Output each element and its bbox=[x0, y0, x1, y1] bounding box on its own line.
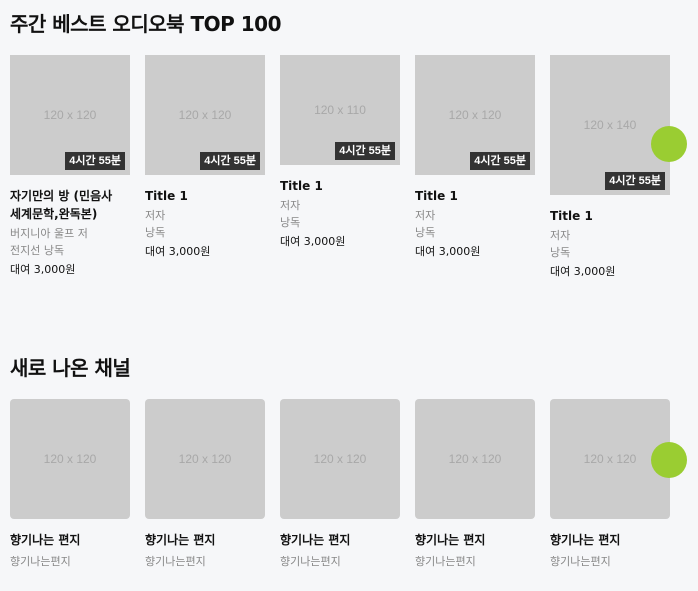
channel-thumbnail[interactable]: 120 x 120 bbox=[10, 399, 130, 519]
channel-card[interactable]: 120 x 120 향기나는 편지 향기나는편지 bbox=[145, 399, 265, 570]
cover-placeholder-label: 120 x 140 bbox=[583, 118, 637, 132]
channel-subtitle: 향기나는편지 bbox=[550, 555, 611, 568]
audiobook-narrator: 낭독 bbox=[145, 226, 166, 239]
channel-card[interactable]: 120 x 120 향기나는 편지 향기나는편지 bbox=[280, 399, 400, 570]
audiobook-narrator: 낭독 bbox=[280, 216, 301, 229]
audiobook-author: 저자 bbox=[550, 229, 571, 242]
channel-thumbnail[interactable]: 120 x 120 bbox=[415, 399, 535, 519]
channel-subtitle: 향기나는편지 bbox=[10, 555, 71, 568]
audiobook-price: 대여 3,000원 bbox=[415, 245, 481, 258]
audiobook-cover[interactable]: 120 x 140 4시간 55분 bbox=[550, 55, 670, 195]
audiobook-title[interactable]: Title 1 bbox=[280, 179, 323, 193]
best-next-button[interactable] bbox=[651, 126, 687, 162]
audiobook-cover[interactable]: 120 x 110 4시간 55분 bbox=[280, 55, 400, 165]
audiobook-card[interactable]: 120 x 120 4시간 55분 자기만의 방 (민음사 세계문학,완독본) … bbox=[10, 55, 130, 278]
duration-badge: 4시간 55분 bbox=[200, 152, 260, 170]
audiobook-card[interactable]: 120 x 120 4시간 55분 Title 1 저자 낭독 대여 3,000… bbox=[145, 55, 265, 260]
audiobook-price: 대여 3,000원 bbox=[280, 235, 346, 248]
audiobook-price: 대여 3,000원 bbox=[550, 265, 616, 278]
channel-title[interactable]: 향기나는 편지 bbox=[280, 533, 351, 547]
audiobook-price: 대여 3,000원 bbox=[10, 263, 76, 276]
cover-placeholder-label: 120 x 110 bbox=[314, 103, 366, 117]
thumbnail-placeholder-label: 120 x 120 bbox=[178, 452, 232, 466]
audiobook-card[interactable]: 120 x 110 4시간 55분 Title 1 저자 낭독 대여 3,000… bbox=[280, 55, 400, 250]
channel-card[interactable]: 120 x 120 향기나는 편지 향기나는편지 bbox=[10, 399, 130, 570]
channel-card[interactable]: 120 x 120 향기나는 편지 향기나는편지 bbox=[415, 399, 535, 570]
audiobook-title[interactable]: Title 1 bbox=[415, 189, 458, 203]
channel-title[interactable]: 향기나는 편지 bbox=[415, 533, 486, 547]
channels-next-button[interactable] bbox=[651, 442, 687, 478]
audiobook-narrator: 낭독 bbox=[550, 246, 571, 259]
thumbnail-placeholder-label: 120 x 120 bbox=[448, 452, 502, 466]
cover-placeholder-label: 120 x 120 bbox=[178, 108, 232, 122]
thumbnail-placeholder-label: 120 x 120 bbox=[313, 452, 367, 466]
audiobook-cover[interactable]: 120 x 120 4시간 55분 bbox=[145, 55, 265, 175]
audiobook-cover[interactable]: 120 x 120 4시간 55분 bbox=[415, 55, 535, 175]
thumbnail-placeholder-label: 120 x 120 bbox=[43, 452, 97, 466]
channel-title[interactable]: 향기나는 편지 bbox=[145, 533, 216, 547]
channel-thumbnail[interactable]: 120 x 120 bbox=[145, 399, 265, 519]
duration-badge: 4시간 55분 bbox=[335, 142, 395, 160]
audiobook-price: 대여 3,000원 bbox=[145, 245, 211, 258]
audiobook-card[interactable]: 120 x 120 4시간 55분 Title 1 저자 낭독 대여 3,000… bbox=[415, 55, 535, 260]
channel-thumbnail[interactable]: 120 x 120 bbox=[280, 399, 400, 519]
cover-placeholder-label: 120 x 120 bbox=[43, 108, 97, 122]
audiobook-narrator: 낭독 bbox=[415, 226, 436, 239]
channel-subtitle: 향기나는편지 bbox=[415, 555, 476, 568]
duration-badge: 4시간 55분 bbox=[470, 152, 530, 170]
channel-card[interactable]: 120 x 120 향기나는 편지 향기나는편지 bbox=[550, 399, 670, 570]
thumbnail-placeholder-label: 120 x 120 bbox=[583, 452, 637, 466]
audiobook-author: 저자 bbox=[415, 209, 436, 222]
audiobook-card[interactable]: 120 x 140 4시간 55분 Title 1 저자 낭독 대여 3,000… bbox=[550, 55, 670, 280]
channel-subtitle: 향기나는편지 bbox=[145, 555, 206, 568]
audiobook-author: 저자 bbox=[280, 199, 301, 212]
best-section-title: 주간 베스트 오디오북 TOP 100 bbox=[10, 12, 282, 36]
audiobook-title[interactable]: Title 1 bbox=[145, 189, 188, 203]
audiobook-narrator: 전지선 낭독 bbox=[10, 244, 65, 257]
channel-thumbnail[interactable]: 120 x 120 bbox=[550, 399, 670, 519]
audiobook-title[interactable]: Title 1 bbox=[550, 209, 593, 223]
duration-badge: 4시간 55분 bbox=[65, 152, 125, 170]
audiobook-author: 버지니아 울프 저 bbox=[10, 227, 88, 240]
channels-section-title: 새로 나온 채널 bbox=[10, 356, 131, 380]
channel-title[interactable]: 향기나는 편지 bbox=[550, 533, 621, 547]
channel-title[interactable]: 향기나는 편지 bbox=[10, 533, 81, 547]
audiobook-author: 저자 bbox=[145, 209, 166, 222]
audiobook-title[interactable]: 자기만의 방 (민음사 세계문학,완독본) bbox=[10, 189, 113, 221]
duration-badge: 4시간 55분 bbox=[605, 172, 665, 190]
audiobook-cover[interactable]: 120 x 120 4시간 55분 bbox=[10, 55, 130, 175]
channel-subtitle: 향기나는편지 bbox=[280, 555, 341, 568]
cover-placeholder-label: 120 x 120 bbox=[448, 108, 502, 122]
